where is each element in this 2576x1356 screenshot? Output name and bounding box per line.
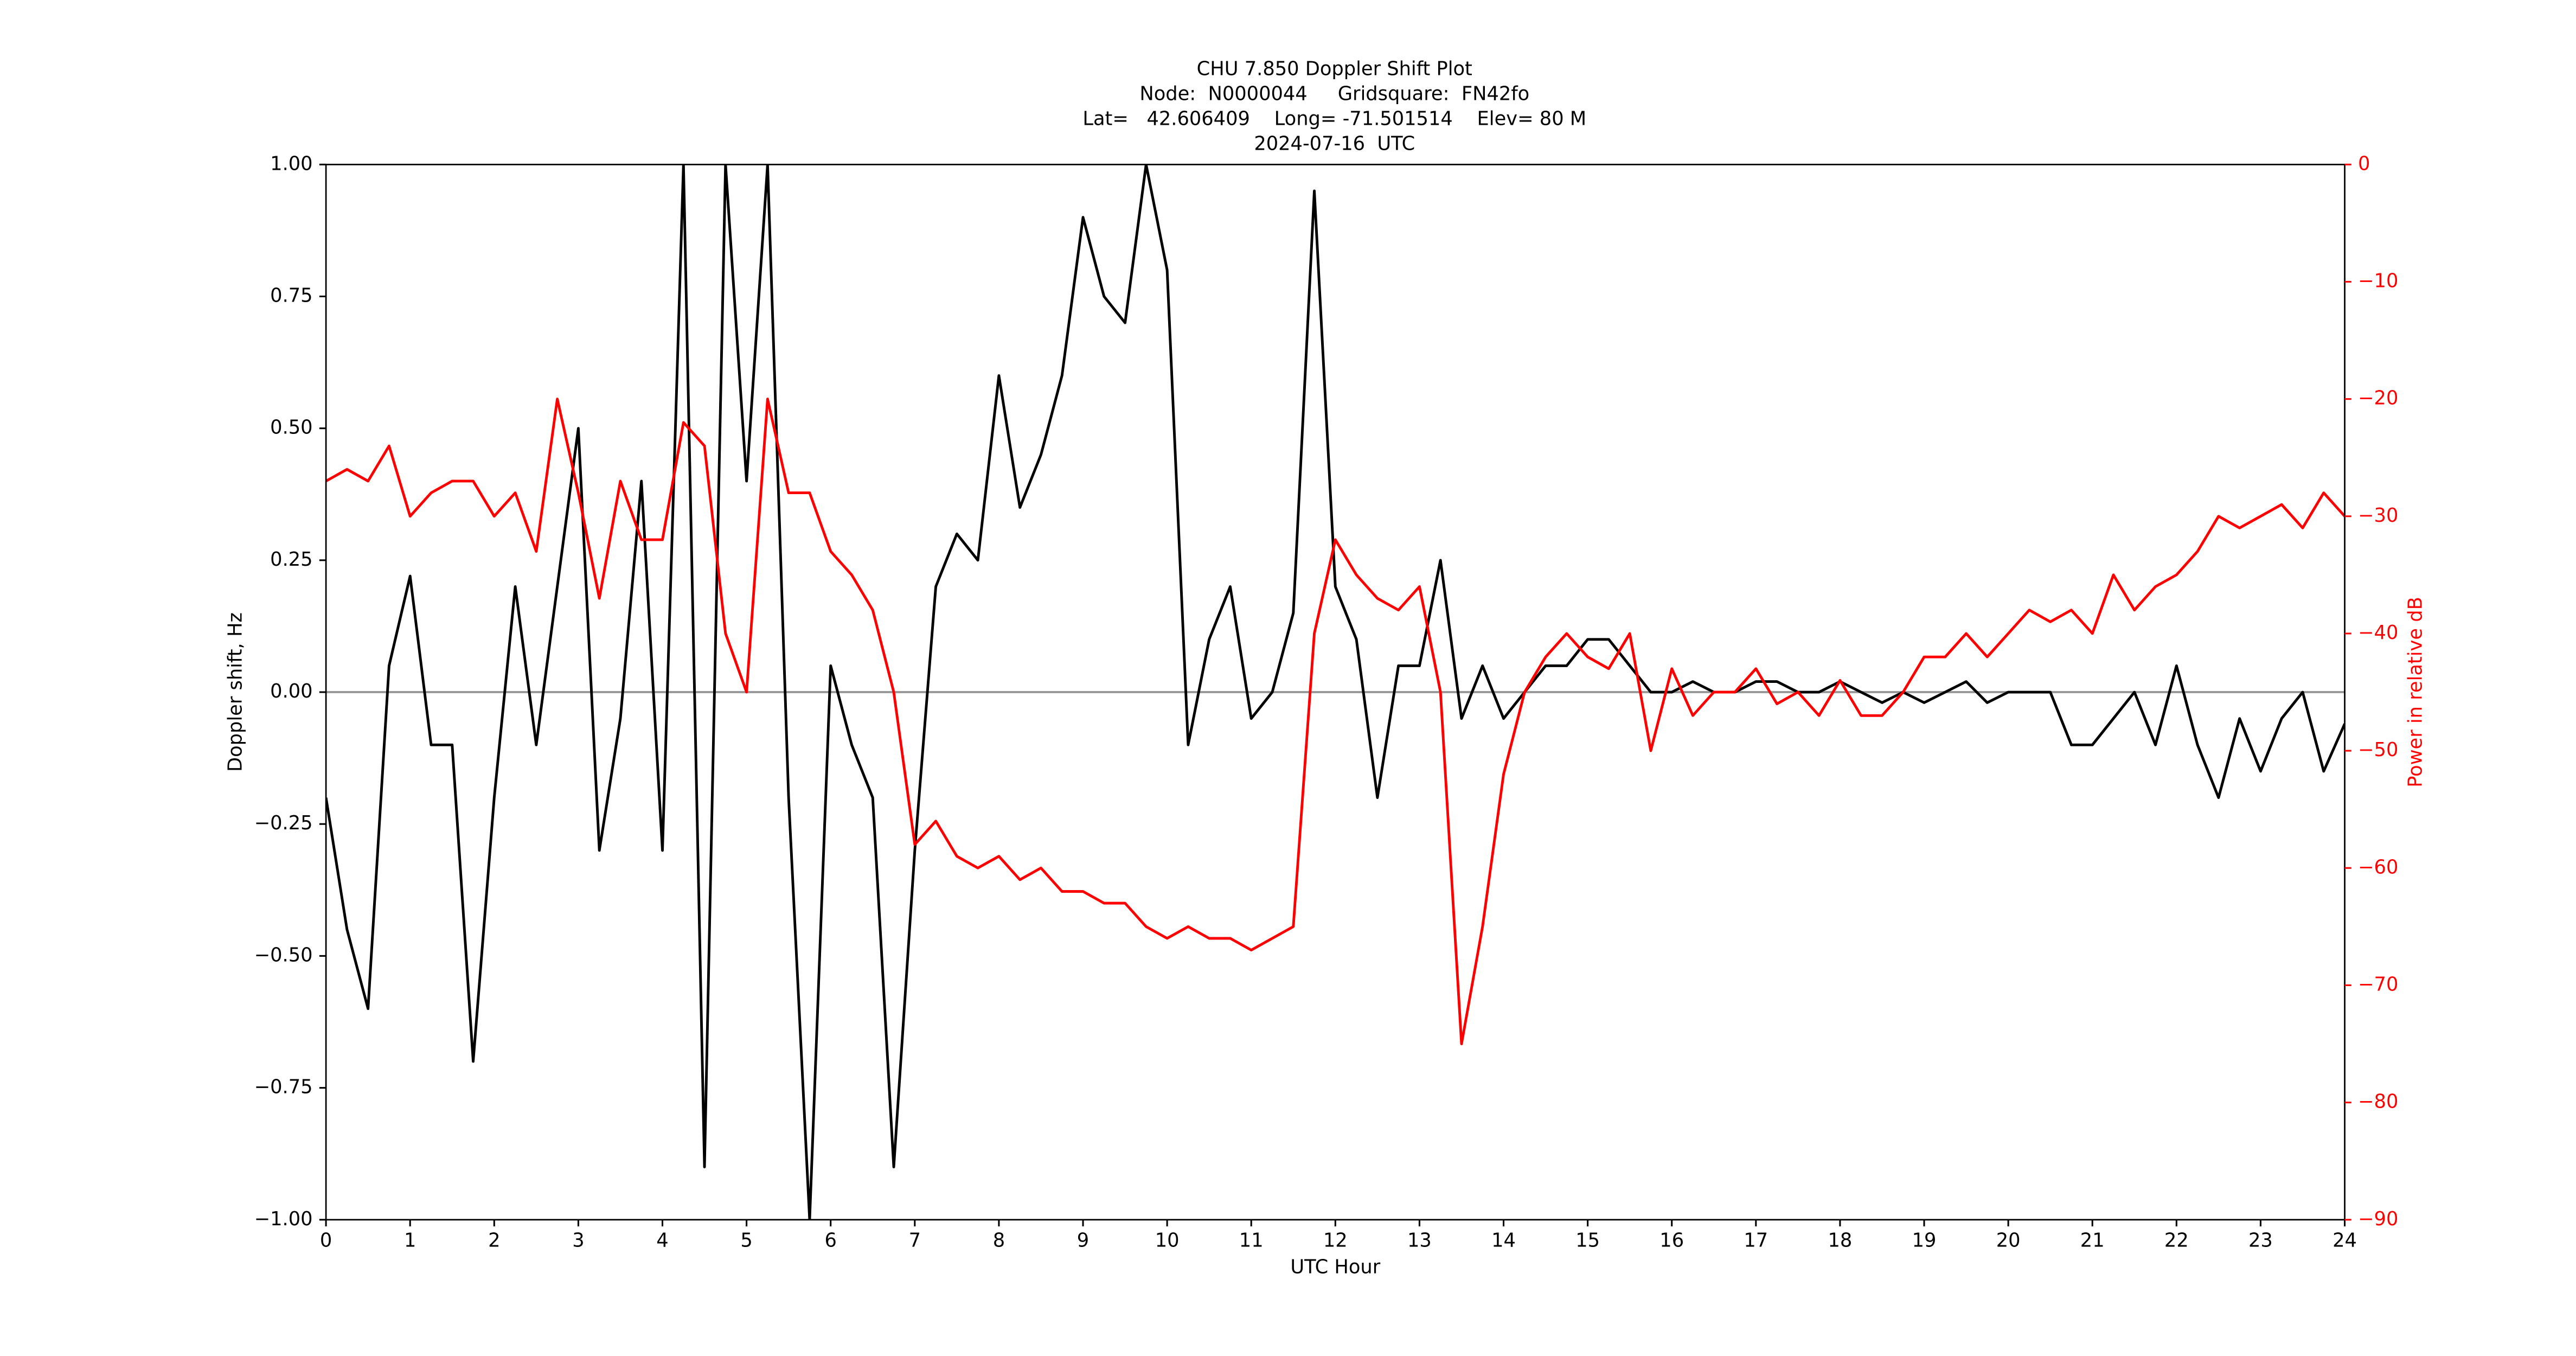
x-tick-label: 22 — [2164, 1230, 2189, 1252]
x-tick-label: 23 — [2248, 1230, 2273, 1252]
y-tick-label: −0.50 — [254, 944, 313, 966]
chart-title: Lat= 42.606409 Long= -71.501514 Elev= 80… — [1082, 108, 1586, 130]
x-tick-label: 14 — [1491, 1230, 1516, 1252]
y2-tick-label: −30 — [2358, 504, 2398, 527]
y-tick-label: −0.25 — [254, 812, 313, 834]
y-tick-label: −0.75 — [254, 1076, 313, 1098]
y2-axis-label: Power in relative dB — [2404, 597, 2426, 788]
y2-tick-label: −80 — [2358, 1091, 2398, 1113]
x-tick-label: 4 — [656, 1230, 668, 1252]
chart-title: 2024-07-16 UTC — [1254, 133, 1415, 155]
y-tick-label: 0.25 — [270, 548, 312, 571]
y2-tick-label: −20 — [2358, 387, 2398, 410]
plot-area — [326, 164, 2345, 1220]
data-line — [326, 164, 2345, 1220]
plot-frame — [325, 163, 2346, 1221]
x-tick-label: 10 — [1155, 1230, 1180, 1252]
y2-tick-label: −60 — [2358, 856, 2398, 878]
y-tick-label: −1.00 — [254, 1208, 313, 1230]
x-tick-label: 2 — [488, 1230, 500, 1252]
x-tick-label: 5 — [740, 1230, 752, 1252]
x-tick-label: 1 — [404, 1230, 416, 1252]
x-tick-label: 21 — [2080, 1230, 2105, 1252]
x-axis-label: UTC Hour — [1290, 1256, 1380, 1278]
y2-tick-label: −70 — [2358, 973, 2398, 995]
x-tick-label: 11 — [1239, 1230, 1264, 1252]
x-tick-label: 6 — [824, 1230, 836, 1252]
y-tick-label: 0.00 — [270, 680, 312, 702]
x-tick-label: 20 — [1996, 1230, 2021, 1252]
y-axis-label: Doppler shift, Hz — [225, 612, 247, 772]
chart-title: Node: N0000044 Gridsquare: FN42fo — [1139, 83, 1529, 105]
x-tick-label: 17 — [1744, 1230, 1768, 1252]
y2-tick-label: 0 — [2358, 152, 2370, 175]
y2-tick-label: −10 — [2358, 270, 2398, 292]
y-tick-label: 1.00 — [270, 152, 312, 175]
x-tick-label: 19 — [1912, 1230, 1937, 1252]
x-tick-label: 9 — [1077, 1230, 1089, 1252]
x-tick-label: 0 — [320, 1230, 332, 1252]
x-tick-label: 13 — [1407, 1230, 1432, 1252]
y2-tick-label: −90 — [2358, 1208, 2398, 1230]
y2-tick-label: −40 — [2358, 622, 2398, 644]
x-tick-label: 16 — [1659, 1230, 1684, 1252]
x-tick-label: 15 — [1575, 1230, 1600, 1252]
x-tick-label: 7 — [909, 1230, 921, 1252]
x-tick-label: 8 — [993, 1230, 1005, 1252]
x-tick-label: 12 — [1323, 1230, 1348, 1252]
x-tick-label: 3 — [572, 1230, 584, 1252]
data-line — [326, 398, 2345, 1045]
y-tick-label: 0.50 — [270, 417, 312, 439]
y-tick-label: 0.75 — [270, 284, 312, 306]
y2-tick-label: −50 — [2358, 739, 2398, 761]
x-tick-label: 24 — [2333, 1230, 2357, 1252]
chart-title: CHU 7.850 Doppler Shift Plot — [1197, 58, 1472, 80]
x-tick-label: 18 — [1828, 1230, 1853, 1252]
